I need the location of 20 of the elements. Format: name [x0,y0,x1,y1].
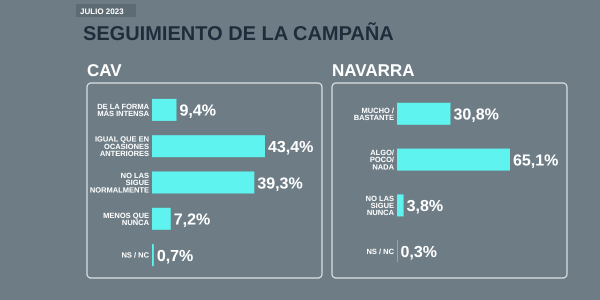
chart-title: SEGUIMIENTO DE LA CAMPAÑA [83,22,394,45]
bar [152,172,254,194]
bar [397,102,450,125]
bar [397,148,510,171]
bar [152,208,171,230]
data-label: 3,8% [406,198,444,216]
bar [397,194,404,216]
data-label: 0,3% [400,244,437,261]
chart-subtitle: CAV [87,61,122,80]
data-label: 65,1% [513,152,558,170]
data-label: 39,3% [257,175,303,192]
data-label: 0,7% [156,248,194,265]
data-label: 9,4% [179,102,216,120]
bar [152,98,176,121]
data-label: 43,4% [268,138,314,156]
chart-subtitle: NAVARRA [332,61,414,80]
bar [152,135,265,158]
text: JULIO 2023 [80,7,124,16]
data-label: 30,8% [453,106,499,124]
data-label: 7,2% [174,212,210,229]
